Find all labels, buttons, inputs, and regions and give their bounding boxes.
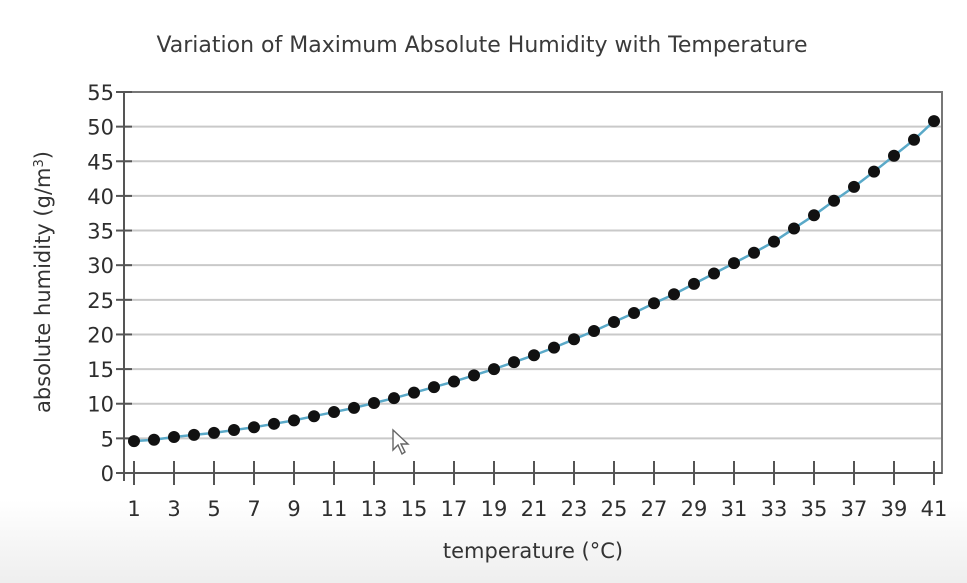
y-tick-label: 50 (87, 116, 114, 140)
mouse-cursor-icon (392, 428, 410, 456)
data-point (528, 349, 540, 362)
y-tick-label: 40 (87, 185, 114, 209)
x-tick-label: 27 (641, 497, 668, 521)
x-tick-label: 25 (601, 497, 628, 521)
data-point (208, 426, 220, 439)
x-axis: 1 3 5 7 9 11 13 15 17 19 21 23 25 27 29 31 33 35 37 39 41 (116, 461, 947, 521)
plot-frame (123, 91, 943, 474)
data-point (828, 194, 840, 207)
x-tick-label: 13 (361, 497, 388, 521)
y-axis: 0 5 10 15 20 25 30 35 40 45 50 55 (87, 81, 132, 486)
x-tick-label: 11 (321, 497, 348, 521)
x-tick-label: 19 (481, 497, 508, 521)
data-point (388, 392, 400, 405)
x-tick-label: 29 (681, 497, 708, 521)
x-tick-label: 37 (841, 497, 868, 521)
data-point (688, 277, 700, 290)
y-tick-label: 35 (87, 220, 114, 244)
data-points (128, 115, 940, 448)
data-point (848, 180, 860, 193)
x-tick-label: 7 (247, 497, 260, 521)
data-point (708, 267, 720, 280)
data-point (148, 433, 160, 446)
data-point (168, 430, 180, 443)
data-point (368, 397, 380, 410)
x-tick-label: 23 (561, 497, 588, 521)
series-line (133, 120, 935, 443)
data-point (568, 333, 580, 346)
data-point (668, 288, 680, 301)
y-tick-label: 20 (87, 323, 114, 347)
x-tick-label: 35 (801, 497, 828, 521)
y-tick-label: 55 (87, 81, 114, 105)
data-point (788, 222, 800, 235)
data-point (508, 356, 520, 369)
chart-title: Variation of Maximum Absolute Humidity w… (156, 33, 807, 58)
x-tick-label: 39 (881, 497, 908, 521)
x-tick-label: 21 (521, 497, 548, 521)
x-tick-label: 31 (721, 497, 748, 521)
data-point (868, 165, 880, 178)
data-point (268, 417, 280, 430)
data-point (488, 363, 500, 376)
data-point (608, 315, 620, 328)
data-point (888, 149, 900, 162)
x-tick-label: 5 (207, 497, 220, 521)
data-point (588, 324, 600, 337)
x-tick-label: 17 (441, 497, 468, 521)
data-point (548, 341, 560, 354)
x-tick-label: 41 (921, 497, 948, 521)
data-point (928, 115, 940, 128)
data-point (768, 235, 780, 248)
y-tick-label: 25 (87, 289, 114, 313)
data-point (288, 414, 300, 427)
x-tick-label: 3 (167, 497, 180, 521)
data-point (428, 381, 440, 394)
x-tick-label: 33 (761, 497, 788, 521)
data-point (188, 428, 200, 441)
y-tick-label: 10 (87, 393, 114, 417)
data-point (908, 133, 920, 146)
data-point (408, 386, 420, 399)
data-point (808, 209, 820, 222)
data-point (468, 369, 480, 382)
data-point (308, 410, 320, 423)
y-tick-label: 5 (101, 427, 114, 451)
x-tick-label: 15 (401, 497, 428, 521)
data-point (248, 421, 260, 434)
y-axis-title: absolute humidity (g/m3) (31, 151, 55, 413)
y-tick-label: 0 (101, 462, 114, 486)
data-point (228, 424, 240, 437)
x-tick-label: 1 (127, 497, 140, 521)
data-point (648, 297, 660, 310)
data-point (448, 375, 460, 388)
data-point (328, 406, 340, 419)
data-point (128, 435, 140, 448)
x-tick-label: 9 (287, 497, 300, 521)
data-point (628, 306, 640, 319)
data-point (748, 246, 760, 259)
y-tick-label: 45 (87, 150, 114, 174)
y-tick-label: 15 (87, 358, 114, 382)
y-tick-label: 30 (87, 254, 114, 278)
gridlines (124, 91, 942, 440)
data-point (348, 401, 360, 414)
x-axis-title: temperature (°C) (443, 539, 623, 563)
data-point (728, 257, 740, 270)
